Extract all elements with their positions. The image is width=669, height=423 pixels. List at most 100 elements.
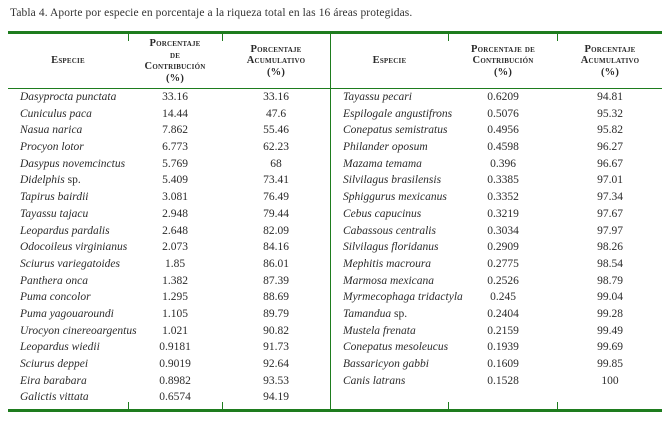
contribution-percent-value: 1.105 xyxy=(162,307,188,320)
cumulative-percent-value: 98.79 xyxy=(597,274,623,287)
contribution-percent-value: 2.073 xyxy=(162,241,188,254)
cumulative-percent-value: 99.04 xyxy=(597,291,623,304)
contribution-percent-value: 0.1939 xyxy=(487,341,519,354)
column-header-acumulativo: Porcentaje Acumulativo (%) xyxy=(222,44,330,79)
cumulative-percent-value: 79.44 xyxy=(263,207,289,220)
cumulative-percent-value: 99.28 xyxy=(597,307,623,320)
contribution-percent-value: 0.6574 xyxy=(159,391,191,404)
contribution-percent-value: 2.948 xyxy=(162,207,188,220)
cumulative-percent-value: 86.01 xyxy=(263,257,289,270)
contribution-percent-value: 0.4956 xyxy=(487,124,519,137)
column-header-acumulativo: Porcentaje Acumulativo (%) xyxy=(558,44,662,79)
contribution-percent-value: 1.85 xyxy=(164,257,186,270)
species-name: Mustela frenata xyxy=(343,324,416,337)
cumulative-percent-value: 98.26 xyxy=(597,241,623,254)
column-divider-tick xyxy=(448,31,449,41)
contribution-percent-value: 6.773 xyxy=(162,141,188,154)
species-name: Dasyprocta punctata xyxy=(20,91,117,103)
species-name: Puma concolor xyxy=(20,291,91,304)
cumulative-percent-value: 87.39 xyxy=(263,274,289,287)
contribution-percent-value: 3.081 xyxy=(162,191,188,204)
cumulative-percent-value: 73.41 xyxy=(263,174,289,187)
cumulative-percent-value: 99.49 xyxy=(597,324,623,337)
cumulative-percent-value: 47.6 xyxy=(265,107,287,120)
species-name: Tamandua sp. xyxy=(343,307,408,320)
table-left-header-row: Especie Porcentaje de Contribución (%) P… xyxy=(8,34,330,89)
cumulative-percent-value: 93.53 xyxy=(263,374,289,387)
header-line: Acumulativo xyxy=(246,55,306,67)
cumulative-percent-value: 95.82 xyxy=(597,124,623,137)
species-name: Procyon lotor xyxy=(20,141,84,154)
contribution-percent-value: 0.396 xyxy=(490,157,516,170)
table-caption: Tabla 4. Aporte por especie en porcentaj… xyxy=(10,7,413,19)
cumulative-percent-value: 97.34 xyxy=(597,191,623,204)
contribution-percent-value: 0.9019 xyxy=(159,358,191,370)
cumulative-percent-value: 96.67 xyxy=(597,157,623,170)
column-divider-tick xyxy=(128,402,129,412)
cumulative-percent-value: 94.19 xyxy=(263,391,289,404)
column-header-especie: Especie xyxy=(372,55,407,67)
cumulative-percent-value: 99.69 xyxy=(597,341,623,354)
species-name: Tapirus bairdii xyxy=(20,191,89,204)
header-line: Contribución xyxy=(144,61,206,72)
species-name: Odocoileus virginianus xyxy=(20,241,128,254)
species-name: Sciurus variegatoides xyxy=(20,257,120,270)
table-left-body: Dasyprocta punctata 33.16 33.16 Cuniculus p… xyxy=(8,89,330,406)
column-divider-tick xyxy=(448,402,449,412)
contribution-percent-value: 33.16 xyxy=(162,91,188,103)
contribution-percent-value: 0.3352 xyxy=(487,191,519,204)
species-name: Marmosa mexicana xyxy=(343,274,435,287)
contribution-percent-value: 0.2526 xyxy=(487,274,519,287)
species-name: Eira barabara xyxy=(20,374,87,387)
contribution-percent-value: 0.2159 xyxy=(487,324,519,337)
species-name: Panthera onca xyxy=(20,274,89,287)
cumulative-percent-value: 55.46 xyxy=(263,124,289,137)
species-name: Dasypus novemcinctus xyxy=(20,157,126,170)
cumulative-percent-value: 97.97 xyxy=(597,224,623,237)
cumulative-percent-value: 33.16 xyxy=(263,91,289,103)
contribution-percent-value: 2.648 xyxy=(162,224,188,237)
contribution-percent-value: 0.2909 xyxy=(487,241,519,254)
species-name: Bassaricyon gabbi xyxy=(343,358,429,370)
species-name: Sphiggurus mexicanus xyxy=(343,191,447,204)
cumulative-percent-value: 89.79 xyxy=(263,307,289,320)
cumulative-percent-value: 99.85 xyxy=(597,358,623,370)
contribution-percent-value: 0.8982 xyxy=(159,374,191,387)
species-name: Tayassu pecari xyxy=(343,91,412,103)
table-right-half: Especie Porcentaje de Contribución (%) P… xyxy=(331,34,662,409)
species-name: Cebus capucinus xyxy=(343,207,422,220)
header-line: (%) xyxy=(165,72,185,84)
column-divider-tick xyxy=(557,402,558,412)
species-name: Conepatus semistratus xyxy=(343,124,448,137)
species-name: Myrmecophaga tridactyla xyxy=(343,291,463,304)
species-name: Mephitis macroura xyxy=(343,257,432,270)
cumulative-percent-value: 76.49 xyxy=(263,191,289,204)
column-divider-tick xyxy=(222,31,223,41)
contribution-percent-value: 0.245 xyxy=(490,291,516,304)
header-line: Porcentaje xyxy=(584,43,636,55)
contribution-percent-value: 0.1609 xyxy=(487,358,519,370)
species-name: Philander oposum xyxy=(343,141,428,154)
contribution-percent-value: 14.44 xyxy=(162,107,188,120)
header-line: Porcentaje xyxy=(149,38,201,49)
contribution-percent-value: 0.1528 xyxy=(487,374,519,387)
contribution-percent-value: 1.295 xyxy=(162,291,188,304)
species-name: Silvilagus floridanus xyxy=(343,241,439,254)
contribution-percent-value: 5.409 xyxy=(162,174,188,187)
column-header-contribucion: Porcentaje de Contribución (%) xyxy=(128,38,222,84)
cumulative-percent-value: 92.64 xyxy=(263,358,289,370)
species-name: Conepatus mesoleucus xyxy=(343,341,449,354)
cumulative-percent-value: 95.32 xyxy=(597,107,623,120)
contribution-percent-value: 1.021 xyxy=(162,324,188,337)
column-divider-tick xyxy=(557,31,558,41)
species-name: Leopardus wiedii xyxy=(20,341,100,354)
header-line: (%) xyxy=(493,66,513,78)
header-line: Porcentaje de xyxy=(470,43,536,55)
species-name: Cuniculus paca xyxy=(20,107,92,120)
cumulative-percent-value: 82.09 xyxy=(263,224,289,237)
contribution-percent-value: 0.9181 xyxy=(159,341,191,354)
cumulative-percent-value: 94.81 xyxy=(597,91,623,103)
cumulative-percent-value: 68 xyxy=(270,157,282,170)
column-divider-tick xyxy=(128,31,129,41)
